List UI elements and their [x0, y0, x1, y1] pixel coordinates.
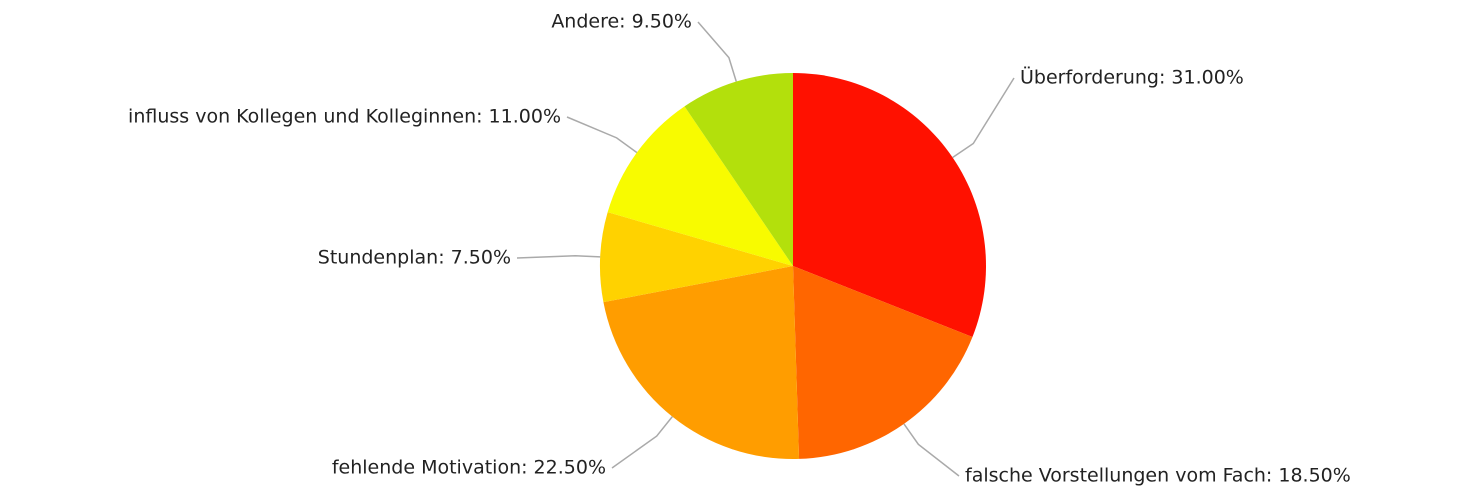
leader-line: [516, 254, 601, 259]
pie-slice: [684, 73, 793, 266]
leader-line: [903, 423, 960, 477]
slice-label: falsche Vorstellungen vom Fach: 18.50%: [965, 465, 1351, 487]
leader-line: [566, 116, 638, 154]
leader-line: [952, 77, 1015, 159]
slice-label: influss von Kollegen und Kolleginnen: 11…: [128, 106, 561, 128]
slice-label: Andere: 9.50%: [551, 11, 692, 33]
slice-label: Überforderung: 31.00%: [1020, 66, 1244, 89]
pie-slice: [603, 266, 800, 459]
pie-slice: [793, 73, 986, 338]
slice-label: Stundenplan: 7.50%: [318, 247, 511, 269]
pie-slice: [600, 212, 793, 303]
leader-line: [697, 21, 737, 82]
slice-label: fehlende Motivation: 22.50%: [332, 457, 606, 479]
pie-slice: [793, 266, 973, 459]
pie-slice: [607, 106, 793, 267]
leader-line: [611, 416, 673, 469]
